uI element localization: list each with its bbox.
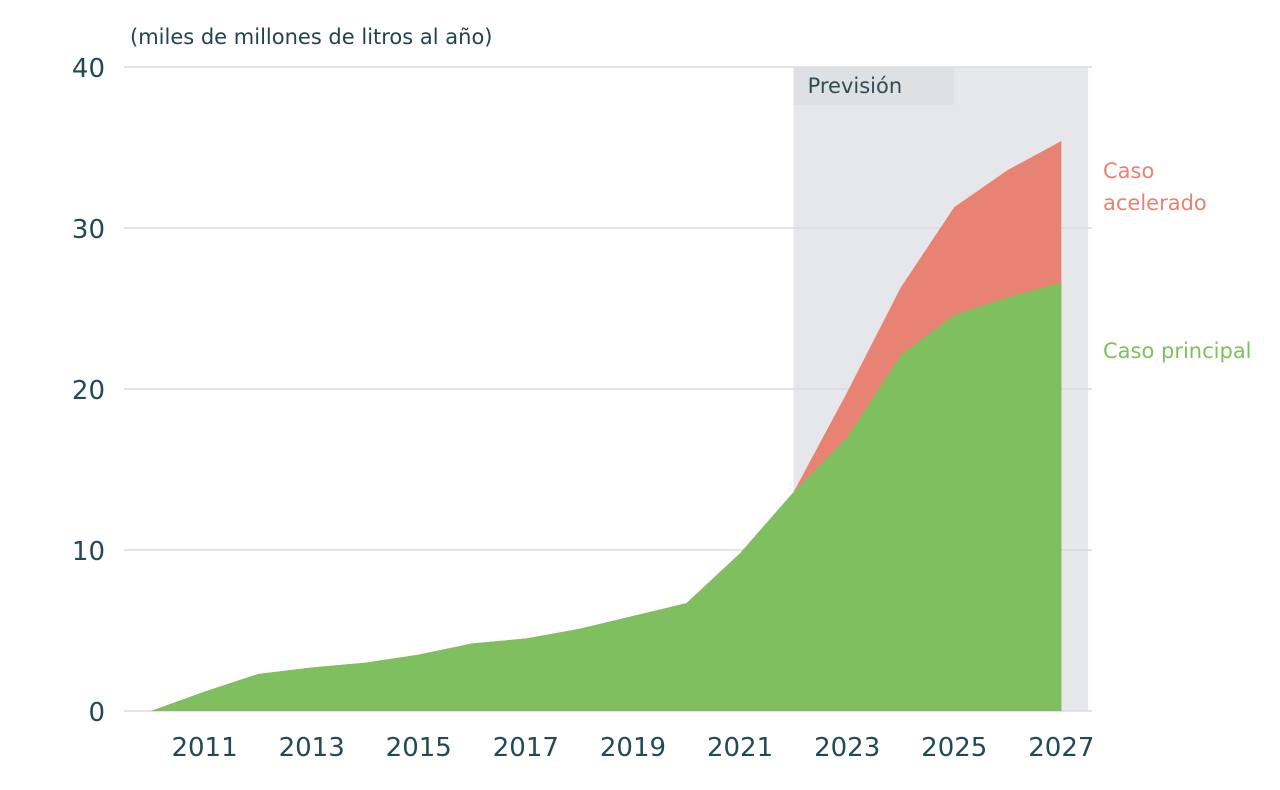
- forecast-label: Previsión: [808, 74, 903, 98]
- forecast-label-background: [793, 67, 954, 105]
- accelerated-case-label: Caso acelerado: [1103, 159, 1207, 215]
- x-tick-2015: 2015: [386, 733, 452, 763]
- main-case-label: Caso principal: [1103, 339, 1252, 363]
- x-axis-ticks: 2011 2013 2015 2017 2019 2021 2023 2025 2027: [171, 733, 1094, 763]
- x-tick-2023: 2023: [814, 733, 880, 763]
- x-tick-2013: 2013: [279, 733, 345, 763]
- accelerated-case-label-line: Caso: [1103, 159, 1154, 183]
- y-axis-ticks: 0 10 20 30 40: [72, 54, 105, 728]
- y-tick-10: 10: [72, 537, 105, 567]
- y-tick-0: 0: [88, 698, 105, 728]
- x-tick-2019: 2019: [600, 733, 666, 763]
- unit-label: (miles de millones de litros al año): [130, 25, 493, 49]
- main-case-area: [151, 282, 1062, 711]
- x-tick-2017: 2017: [493, 733, 559, 763]
- accelerated-case-label-line: acelerado: [1103, 191, 1207, 215]
- x-tick-2025: 2025: [921, 733, 987, 763]
- x-tick-2011: 2011: [171, 733, 237, 763]
- x-tick-2021: 2021: [707, 733, 773, 763]
- x-tick-2027: 2027: [1028, 733, 1094, 763]
- y-tick-40: 40: [72, 54, 105, 84]
- y-tick-20: 20: [72, 376, 105, 406]
- y-tick-30: 30: [72, 215, 105, 245]
